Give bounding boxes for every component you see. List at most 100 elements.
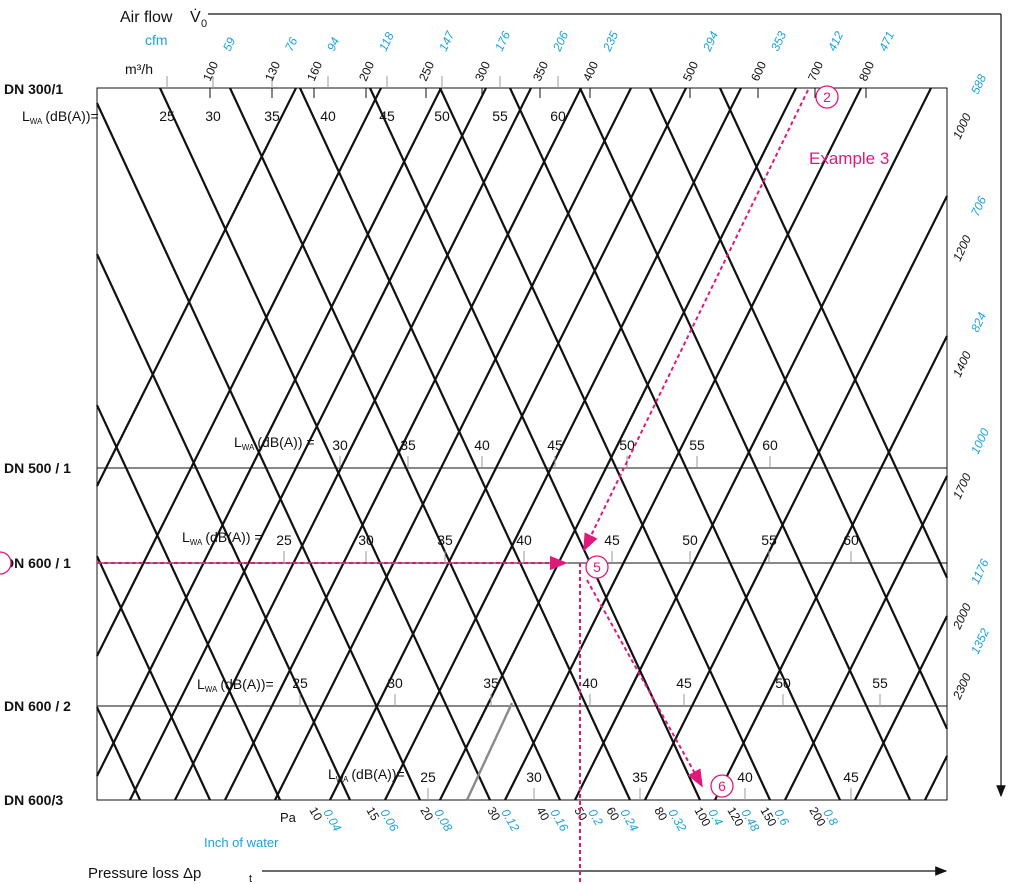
lwa-value-1-6: 60: [762, 437, 778, 453]
lwa-value-4-0: 25: [420, 769, 436, 785]
pressure-line-10: [369, 87, 701, 801]
airflow-line-9: [439, 87, 797, 801]
lwa-value-2-1: 30: [358, 532, 374, 548]
lwa-value-2-2: 35: [437, 532, 453, 548]
pressure-line-9: [299, 87, 631, 801]
pressure-line-2: [96, 706, 141, 801]
lwa-label-3: LWA (dB(A))=: [197, 676, 274, 694]
example-line-a: [583, 89, 809, 552]
bottom-inch-2: 0.08: [431, 807, 455, 835]
right-m3h-2: 1400: [950, 349, 974, 379]
airflow-line-15: [854, 615, 948, 801]
size-label-3: DN 600 / 2: [4, 698, 71, 714]
marker-5: 5: [585, 555, 609, 579]
top-cfm-6: 206: [550, 29, 572, 54]
bottom-pa-1: 15: [363, 805, 382, 824]
bottom-inch-3: 0.12: [498, 807, 522, 835]
lwa-value-1-4: 50: [619, 437, 635, 453]
airflow-line-5: [224, 87, 582, 801]
top-cfm-1: 76: [282, 35, 300, 53]
pressure-line-15: [719, 87, 948, 579]
pressure-label: Pressure loss Δp: [88, 865, 201, 882]
top-cfm-5: 176: [492, 29, 513, 53]
lwa-value-1-3: 45: [547, 437, 563, 453]
pressure-line-12: [509, 87, 841, 801]
size-label-2: DN 600 / 1: [4, 555, 71, 571]
bottom-inch-11: 0.8: [820, 807, 841, 829]
partial-line: [465, 702, 514, 801]
lwa-value-2-5: 50: [682, 532, 698, 548]
right-m3h-5: 2300: [950, 671, 975, 702]
lwa-value-0-1: 30: [205, 108, 221, 124]
lwa-value-2-4: 45: [604, 532, 620, 548]
pressure-line-14: [649, 87, 948, 730]
airflow-line-12: [644, 195, 948, 801]
right-axis-labels: 1000 588 1200 706 1400 824 1700 1000 2000 1176 230…: [950, 72, 993, 702]
airflow-line-8: [384, 87, 742, 801]
bottom-inch-8: 0.4: [705, 807, 726, 829]
pressure-line-7: [159, 87, 491, 801]
left-edge-marker: [0, 551, 12, 575]
bottom-inch-5: 0.2: [585, 807, 606, 829]
bottom-inch-10: 0.6: [771, 807, 792, 829]
lwa-value-1-5: 55: [689, 437, 705, 453]
example-overlay: [97, 89, 809, 884]
marker-6: 6: [710, 774, 734, 798]
bottom-inch-1: 0.06: [377, 807, 401, 835]
top-m3h-6: 350: [530, 59, 551, 83]
right-cfm-1: 706: [968, 194, 989, 218]
top-m3h-9: 600: [748, 59, 769, 83]
airflow-line-7: [329, 87, 687, 801]
top-cfm-0: 59: [220, 35, 238, 53]
lwa-value-4-2: 35: [632, 769, 648, 785]
size-label-4: DN 600/3: [4, 792, 63, 808]
top-m3h-5: 300: [472, 59, 493, 83]
right-cfm-2: 824: [968, 310, 989, 334]
top-m3h-1: 130: [262, 59, 283, 83]
bottom-pa-7: 80: [651, 805, 670, 824]
right-cfm-5: 1352: [968, 626, 992, 656]
bottom-pa-0: 10: [306, 805, 325, 824]
lwa-label-0: LWA (dB(A))=: [22, 108, 99, 126]
right-cfm-0: 588: [968, 72, 989, 96]
top-cfm-3: 118: [376, 30, 397, 54]
lwa-value-0-0: 25: [159, 108, 175, 124]
plot-frame: [96, 87, 948, 801]
airflow-line-10: [504, 87, 862, 801]
lwa-value-2-0: 25: [276, 532, 292, 548]
airflow-line-3: [129, 87, 487, 801]
airflow-subscript: 0: [201, 18, 207, 30]
airflow-label: Air flow: [120, 9, 173, 26]
pressure-line-6: [96, 102, 421, 801]
lwa-value-0-7: 60: [550, 108, 566, 124]
pressure-line-8: [229, 87, 561, 801]
pressure-line-13: [579, 87, 911, 801]
lwa-value-2-3: 40: [516, 532, 532, 548]
pressure-subscript: t: [249, 873, 252, 884]
airflow-line-4: [174, 87, 532, 801]
top-cfm-7: 235: [600, 29, 622, 54]
airflow-symbol: V̇: [190, 8, 201, 26]
example-label: Example 3: [809, 149, 889, 168]
lwa-label-2: LWA (dB(A)) =: [182, 529, 263, 547]
svg-text:5: 5: [593, 559, 601, 575]
bottom-pa-3: 30: [484, 805, 503, 824]
inch-label: Inch of water: [204, 835, 279, 850]
pressure-line-3: [96, 555, 211, 801]
lwa-value-3-4: 45: [676, 675, 692, 691]
top-m3h-10: 700: [805, 59, 826, 83]
lwa-value-3-1: 30: [387, 675, 403, 691]
svg-text:6: 6: [718, 778, 726, 794]
bottom-pa-5: 50: [571, 805, 590, 824]
top-m3h-7: 400: [580, 59, 601, 83]
bottom-pa-4: 40: [533, 805, 552, 824]
bottom-inch-6: 0.24: [617, 807, 641, 835]
bottom-pa-2: 20: [417, 805, 436, 824]
top-m3h-2: 160: [304, 59, 325, 83]
cfm-label: cfm: [145, 32, 168, 48]
top-cfm-11: 471: [876, 29, 897, 53]
lwa-value-3-6: 55: [872, 675, 888, 691]
right-m3h-3: 1700: [950, 471, 974, 501]
